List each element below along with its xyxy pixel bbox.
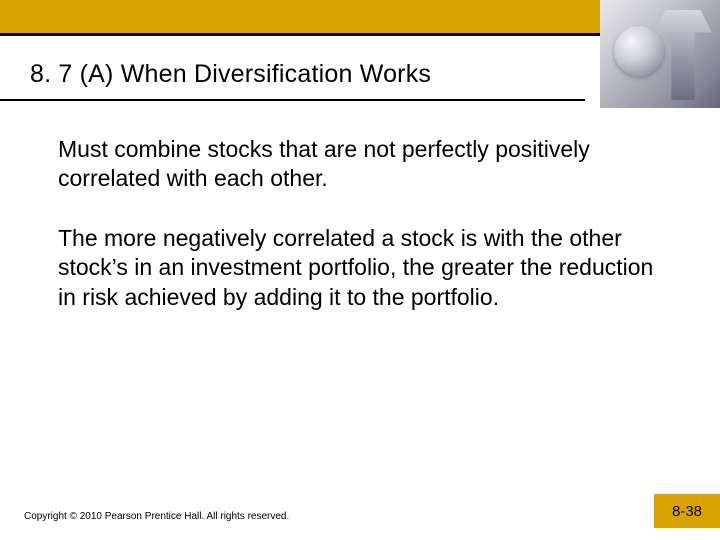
paragraph-1: Must combine stocks that are not perfect… — [58, 135, 672, 194]
copyright-footer: Copyright © 2010 Pearson Prentice Hall. … — [24, 511, 289, 522]
body-block: Must combine stocks that are not perfect… — [0, 101, 720, 312]
slide-title: 8. 7 (A) When Diversification Works — [30, 60, 555, 89]
title-block: 8. 7 (A) When Diversification Works — [0, 36, 585, 101]
page-number-box: 8-38 — [654, 494, 720, 528]
paragraph-2: The more negatively correlated a stock i… — [58, 224, 672, 312]
corner-decorative-photo — [600, 0, 720, 108]
page-number: 8-38 — [672, 503, 702, 520]
